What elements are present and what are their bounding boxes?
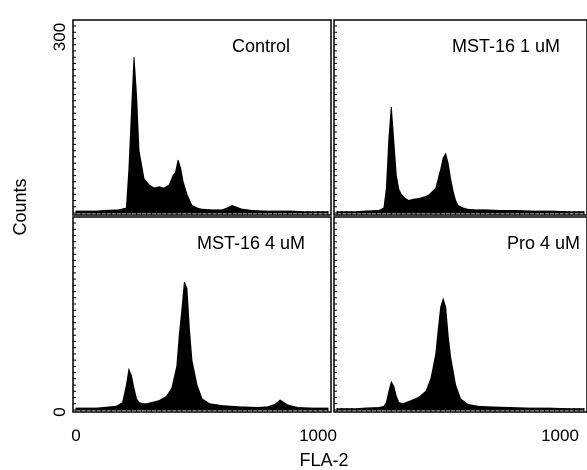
panel-control: Control [72, 19, 332, 216]
histogram-series [336, 297, 585, 411]
x-tick-label-min-left: 0 [71, 426, 80, 445]
panel-title: Control [232, 36, 290, 56]
y-minor-ticks [334, 222, 337, 411]
histogram-series [75, 282, 329, 411]
x-tick-label-max-left: 1000 [299, 426, 337, 445]
x-tick-label-max-right: 1000 [541, 426, 579, 445]
panel-mst16-4um: MST-16 4 uM [72, 216, 332, 413]
panel-title: Pro 4 uM [507, 233, 580, 253]
y-tick-label-min: 0 [50, 407, 69, 416]
panel-title: MST-16 1 uM [452, 36, 560, 56]
panel-pro-4um: Pro 4 uM [333, 216, 587, 413]
histogram-series [336, 106, 585, 214]
y-axis-label: Counts [10, 178, 30, 235]
y-tick-label-max: 300 [50, 23, 69, 51]
histogram-panels: Control MST-16 1 uM MST-16 4 uM Pro 4 uM [72, 19, 587, 413]
y-minor-ticks [73, 25, 76, 214]
panel-mst16-1um: MST-16 1 uM [333, 19, 587, 216]
x-axis-label: FLA-2 [299, 450, 348, 470]
panel-title: MST-16 4 uM [197, 233, 305, 253]
y-minor-ticks [73, 222, 76, 411]
y-minor-ticks [334, 25, 337, 214]
histogram-series [75, 57, 329, 214]
